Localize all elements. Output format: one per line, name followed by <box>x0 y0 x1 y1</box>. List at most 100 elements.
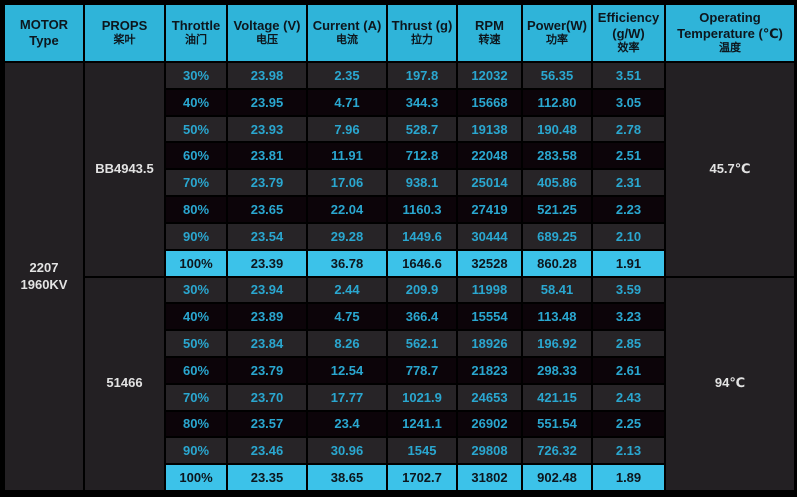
header-label: 转速 <box>478 34 501 47</box>
cell-thrust: 1646.6 <box>386 248 458 278</box>
cell-throttle: 30% <box>164 61 228 90</box>
cell-rpm: 12032 <box>456 61 523 90</box>
cell-thrust: 344.3 <box>386 87 458 117</box>
cell-current: 2.44 <box>306 275 388 305</box>
cell-power: 689.25 <box>521 221 593 251</box>
cell-power: 421.15 <box>521 382 593 412</box>
cell-thrust: 1449.6 <box>386 221 458 251</box>
cell-throttle: 50% <box>164 329 228 358</box>
cell-thrust: 1241.1 <box>386 409 458 439</box>
header-cell-motor-type: MOTOR Type <box>3 3 85 63</box>
header-label: Current (A) <box>312 18 382 33</box>
table-body: 2207 1960KV BB4943.5 30% 23.98 2.35 197.8 12032… <box>3 61 796 492</box>
header-label: Temperature (℃) <box>677 26 783 42</box>
cell-throttle: 70% <box>164 168 228 198</box>
header-label: Operating <box>699 9 761 25</box>
cell-efficiency: 2.85 <box>591 329 666 358</box>
cell-voltage: 23.89 <box>226 302 308 332</box>
cell-rpm: 27419 <box>456 195 523 224</box>
cell-current: 22.04 <box>306 195 388 224</box>
cell-power: 196.92 <box>521 329 593 358</box>
cell-voltage: 23.35 <box>226 463 308 492</box>
header-label: 功率 <box>546 34 568 47</box>
cell-thrust: 366.4 <box>386 302 458 332</box>
cell-power: 551.54 <box>521 409 593 439</box>
cell-rpm: 26902 <box>456 409 523 439</box>
header-cell-voltage: Voltage (V) 电压 <box>226 3 308 63</box>
motor-type-label: 1960KV <box>20 276 68 292</box>
table-row: 60% 23.79 12.54 778.7 21823 298.33 2.61 <box>4 355 795 385</box>
header-label: 油门 <box>185 34 207 47</box>
cell-voltage: 23.93 <box>226 114 308 144</box>
header-label: MOTOR <box>19 16 69 32</box>
cell-voltage: 23.95 <box>226 87 308 117</box>
table-row: 90% 23.54 29.28 1449.6 30444 689.25 2.10 <box>4 221 795 251</box>
cell-voltage: 23.70 <box>226 382 308 412</box>
header-label: 效率 <box>617 42 640 55</box>
cell-power: 283.58 <box>521 141 593 171</box>
cell-efficiency: 1.91 <box>591 248 666 278</box>
table-row: 51466 30% 23.94 2.44 209.9 11998 58.41 3.59 94℃ <box>4 275 796 492</box>
table-row: 70% 23.79 17.06 938.1 25014 405.86 2.31 <box>4 168 795 198</box>
cell-efficiency: 3.51 <box>591 61 666 90</box>
cell-throttle: 90% <box>164 221 228 251</box>
header-label: 拉力 <box>411 34 433 47</box>
table-row: 40% 23.95 4.71 344.3 15668 112.80 3.05 <box>4 87 795 117</box>
cell-power: 521.25 <box>521 195 593 224</box>
cell-rpm: 25014 <box>456 168 523 198</box>
cell-rpm: 18926 <box>456 329 523 358</box>
cell-thrust: 1702.7 <box>386 463 458 492</box>
cell-voltage: 23.84 <box>226 329 308 358</box>
cell-voltage: 23.54 <box>226 221 308 251</box>
cell-thrust: 528.7 <box>386 114 458 144</box>
cell-thrust: 938.1 <box>386 168 458 198</box>
cell-current: 17.06 <box>306 168 388 198</box>
header-cell-power: Power(W) 功率 <box>521 3 593 63</box>
cell-power: 113.48 <box>521 302 593 332</box>
cell-thrust: 562.1 <box>386 329 458 358</box>
cell-voltage: 23.81 <box>226 141 308 171</box>
cell-throttle: 60% <box>164 141 228 171</box>
cell-rpm: 11998 <box>456 275 523 305</box>
cell-rpm: 22048 <box>456 141 523 171</box>
cell-efficiency: 2.61 <box>591 355 666 385</box>
cell-current: 12.54 <box>306 355 388 385</box>
cell-rpm: 29808 <box>456 436 523 466</box>
cell-thrust: 712.8 <box>386 141 458 171</box>
cell-rpm: 19138 <box>456 114 523 144</box>
cell-throttle: 100% <box>164 248 228 278</box>
header-cell-rpm: RPM 转速 <box>456 3 523 63</box>
table-row: 50% 23.84 8.26 562.1 18926 196.92 2.85 <box>4 329 795 358</box>
cell-current: 4.75 <box>306 302 388 332</box>
temperature-cell: 45.7℃ <box>664 61 796 278</box>
cell-thrust: 1545 <box>386 436 458 466</box>
header-label: RPM <box>475 18 504 33</box>
cell-voltage: 23.39 <box>226 248 308 278</box>
cell-rpm: 21823 <box>456 355 523 385</box>
props-cell: BB4943.5 <box>83 61 166 278</box>
header-label: Power(W) <box>527 18 587 33</box>
table-row: 40% 23.89 4.75 366.4 15554 113.48 3.23 <box>4 302 795 332</box>
cell-efficiency: 2.10 <box>591 221 666 251</box>
header-label: (g/W) <box>612 26 645 42</box>
cell-current: 36.78 <box>306 248 388 278</box>
cell-voltage: 23.65 <box>226 195 308 224</box>
cell-voltage: 23.57 <box>226 409 308 439</box>
cell-efficiency: 2.23 <box>591 195 666 224</box>
cell-throttle: 90% <box>164 436 228 466</box>
cell-efficiency: 2.51 <box>591 141 666 171</box>
cell-throttle: 30% <box>164 275 228 305</box>
header-label: PROPS <box>101 18 148 33</box>
props-cell: 51466 <box>83 275 166 492</box>
header-cell-current: Current (A) 电流 <box>306 3 388 63</box>
cell-voltage: 23.46 <box>226 436 308 466</box>
cell-current: 2.35 <box>306 61 388 90</box>
table-row: 80% 23.65 22.04 1160.3 27419 521.25 2.23 <box>4 195 795 224</box>
header-label: Type <box>29 33 59 48</box>
cell-current: 11.91 <box>306 141 388 171</box>
cell-power: 298.33 <box>521 355 593 385</box>
cell-current: 38.65 <box>306 463 388 492</box>
cell-voltage: 23.94 <box>226 275 308 305</box>
header-label: 电压 <box>256 34 278 47</box>
cell-efficiency: 3.05 <box>591 87 666 117</box>
